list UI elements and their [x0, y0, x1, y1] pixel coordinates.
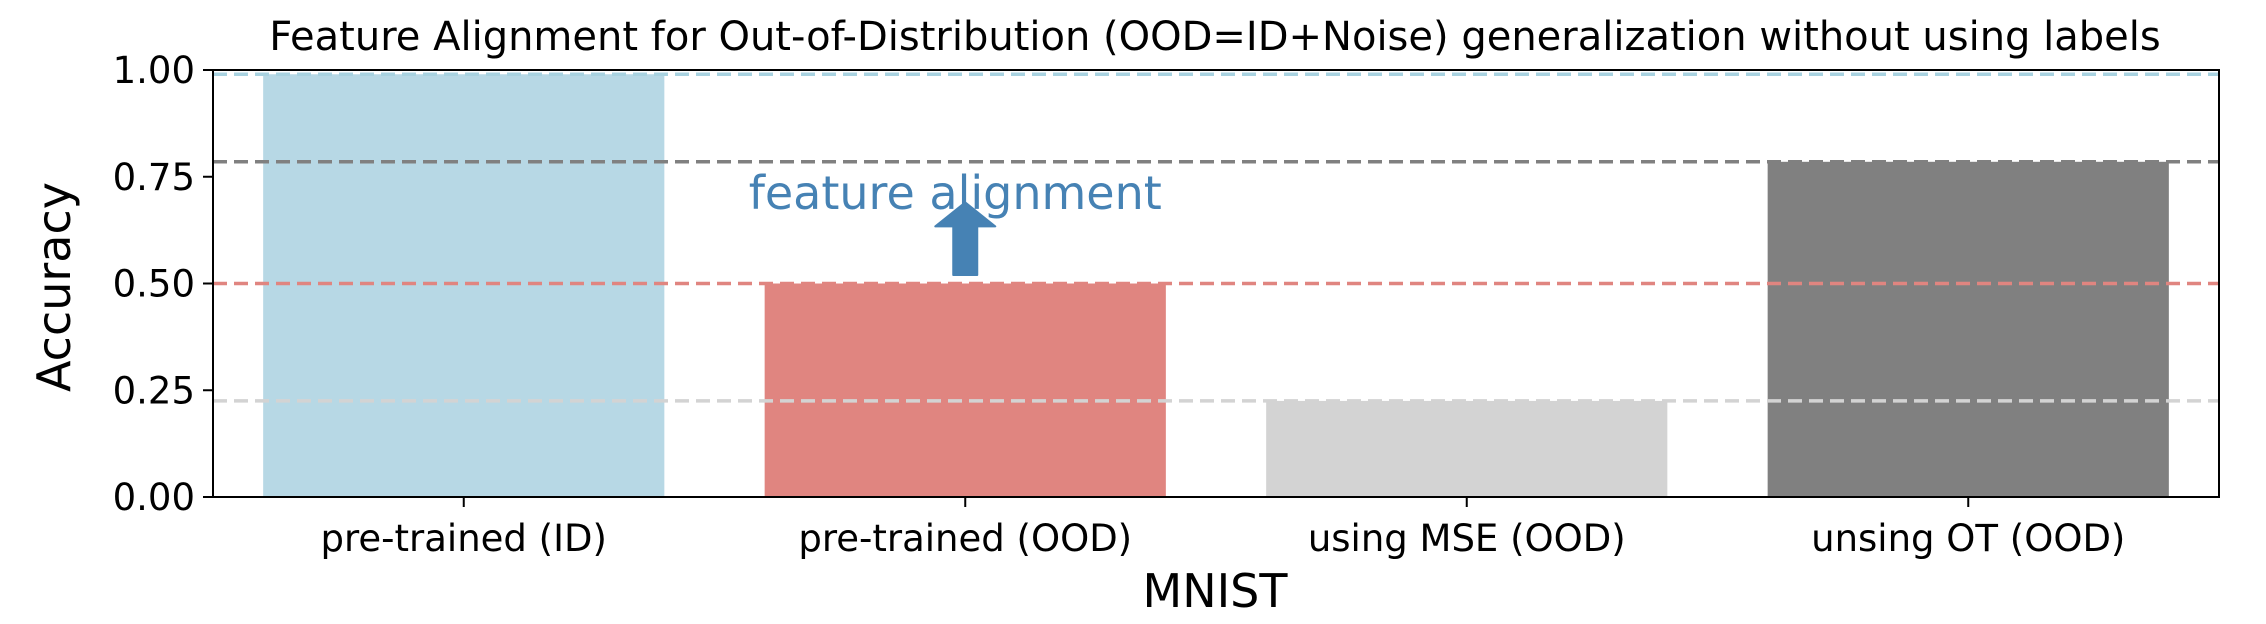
bar-2: [764, 283, 1166, 497]
y-tick-label-1: 0.00: [113, 476, 195, 519]
y-tick-label-4: 0.75: [113, 156, 195, 199]
x-axis-label: MNIST: [1143, 564, 1289, 618]
bar-1: [263, 74, 665, 498]
y-tick-label-5: 1.00: [113, 49, 195, 92]
y-axis-label: Accuracy: [27, 182, 81, 392]
bar-3: [1266, 400, 1668, 497]
y-tick-label-3: 0.50: [113, 263, 195, 306]
bar-4: [1767, 161, 2169, 497]
chart-title: Feature Alignment for Out-of-Distributio…: [269, 14, 2161, 60]
up-arrow-icon: [934, 201, 997, 276]
x-tick-label-1: pre-trained (ID): [321, 517, 607, 560]
x-tick-label-4: unsing OT (OOD): [1811, 517, 2125, 560]
y-tick-label-2: 0.25: [113, 369, 195, 412]
x-tick-label-2: pre-trained (OOD): [798, 517, 1132, 560]
x-tick-label-3: using MSE (OOD): [1308, 517, 1626, 560]
